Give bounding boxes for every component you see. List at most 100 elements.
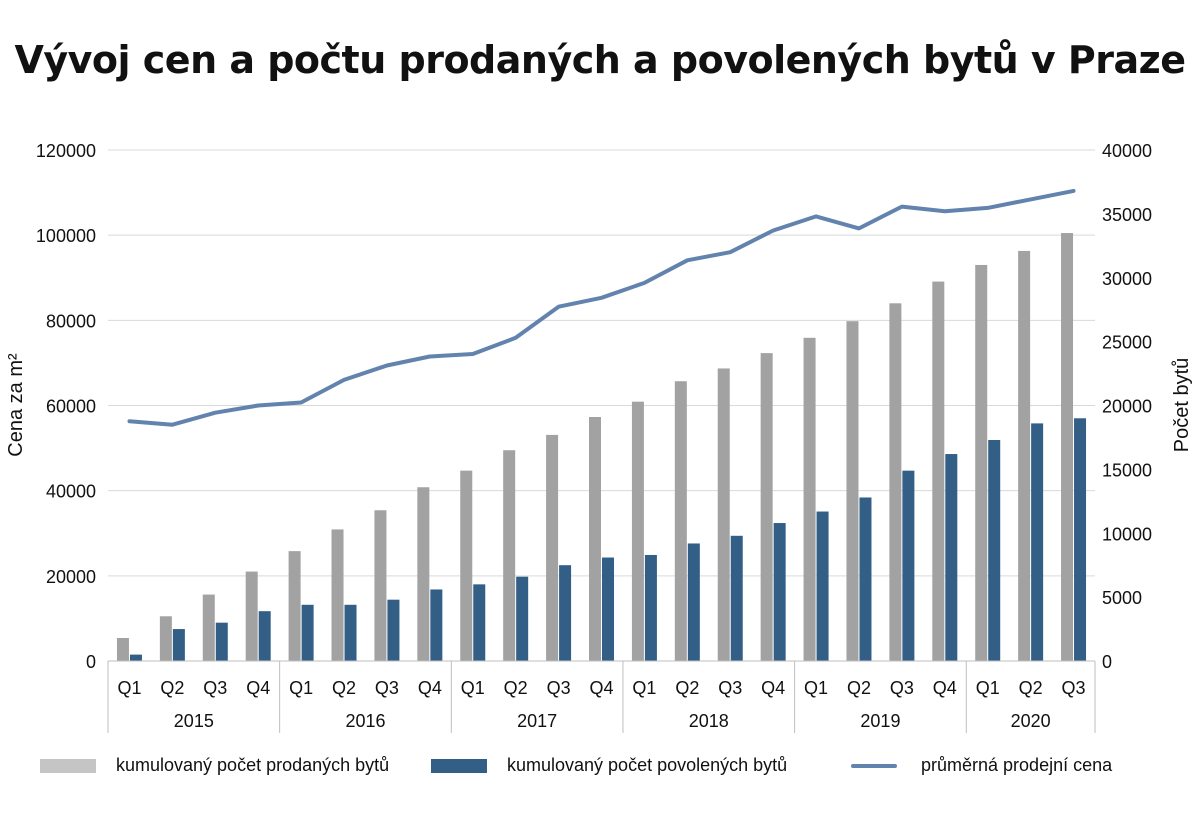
bar-permitted [644,554,657,661]
bar-permitted [516,576,529,661]
x-tick-quarter: Q1 [461,678,485,698]
y-tick-left: 0 [86,652,96,672]
legend-swatch-sold [40,758,96,773]
x-tick-quarter: Q4 [418,678,442,698]
bar-permitted [988,439,1001,661]
bar-sold [202,594,215,661]
x-tick-quarter: Q4 [933,678,957,698]
bar-sold [717,368,730,661]
y-tick-right: 35000 [1102,205,1152,225]
bar-permitted [473,584,486,661]
bars [116,233,1087,662]
y-tick-right: 40000 [1102,141,1152,161]
x-tick-year: 2020 [1011,711,1051,731]
y-tick-left: 60000 [46,397,96,417]
x-tick-quarter: Q3 [203,678,227,698]
y-tick-right: 15000 [1102,460,1152,480]
series-line-price [127,188,1076,427]
legend-label-permitted: kumulovaný počet povolených bytů [507,755,788,775]
y-axis-left-label: Cena za m² [5,353,27,457]
x-tick-year: 2016 [345,711,385,731]
x-tick-quarter: Q2 [847,678,871,698]
bar-permitted [258,611,271,661]
y-tick-left: 20000 [46,567,96,587]
bar-sold [417,487,430,661]
bar-sold [159,616,172,661]
bar-permitted [687,543,700,661]
x-tick-year: 2017 [517,711,557,731]
bar-permitted [215,622,228,661]
x-tick-quarter: Q1 [632,678,656,698]
x-tick-quarter: Q4 [246,678,270,698]
legend-item-permitted: kumulovaný počet povolených bytů [431,755,787,776]
bar-sold [760,353,773,661]
bar-permitted [430,589,443,661]
legend-item-price: průměrná prodejní cena [851,755,1112,776]
bar-permitted [902,470,915,661]
x-tick-quarter: Q4 [761,678,785,698]
x-tick-quarter: Q1 [804,678,828,698]
y-tick-left: 80000 [46,311,96,331]
y-tick-right: 0 [1102,652,1112,672]
bar-sold [846,321,859,661]
bar-sold [631,401,644,661]
bar-permitted [730,535,743,661]
bar-sold [889,303,902,661]
bar-permitted [945,454,958,661]
axes: 0 20000 40000 60000 80000 100000 120000 0 5000 10… [36,141,1152,733]
x-tick-quarter: Q3 [1062,678,1086,698]
y-tick-left: 100000 [36,226,96,246]
legend-swatch-permitted [431,758,487,773]
x-tick-quarter: Q2 [675,678,699,698]
bar-sold [374,510,387,661]
legend-label-price: průměrná prodejní cena [921,755,1113,775]
bar-permitted [773,523,786,661]
x-tick-quarter: Q2 [504,678,528,698]
x-tick-quarter: Q3 [375,678,399,698]
bar-permitted [387,599,400,661]
y-tick-right: 20000 [1102,397,1152,417]
bar-sold [932,281,945,661]
bar-sold [288,551,301,661]
bar-sold [116,638,129,661]
y-axis-right-label: Počet bytů [1171,358,1193,453]
chart-title: Vývoj cen a počtu prodaných a povolených… [14,38,1186,82]
y-tick-left: 120000 [36,141,96,161]
bar-permitted [129,654,142,661]
x-tick-quarter: Q3 [547,678,571,698]
bar-sold [589,416,601,661]
legend-label-sold: kumulovaný počet prodaných bytů [116,755,390,775]
y-tick-right: 30000 [1102,269,1152,289]
bar-sold [1061,233,1074,661]
bar-sold [674,381,687,661]
y-tick-right: 5000 [1102,588,1142,608]
bar-permitted [859,497,872,661]
bar-sold [975,264,988,661]
bar-permitted [301,604,314,661]
bar-sold [245,571,258,661]
x-tick-quarter: Q2 [332,678,356,698]
bar-sold [503,450,516,661]
x-tick-quarter: Q3 [890,678,914,698]
x-tick-year: 2018 [689,711,729,731]
bar-sold [546,434,559,661]
x-tick-quarter: Q2 [1019,678,1043,698]
price-line [127,188,1076,427]
x-tick-quarter: Q3 [718,678,742,698]
x-tick-year: 2019 [860,711,900,731]
x-tick-quarter: Q1 [289,678,313,698]
bar-sold [460,470,473,661]
x-tick-quarter: Q2 [160,678,184,698]
bar-permitted [1031,423,1044,661]
bar-permitted [559,565,572,661]
legend-swatch-price [851,763,897,768]
y-tick-right: 10000 [1102,524,1152,544]
y-tick-right: 25000 [1102,333,1152,353]
bar-permitted [172,629,185,661]
bar-sold [803,337,816,661]
bar-permitted [602,557,614,661]
bar-permitted [344,604,357,661]
bar-sold [331,529,344,661]
x-tick-year: 2015 [174,711,214,731]
